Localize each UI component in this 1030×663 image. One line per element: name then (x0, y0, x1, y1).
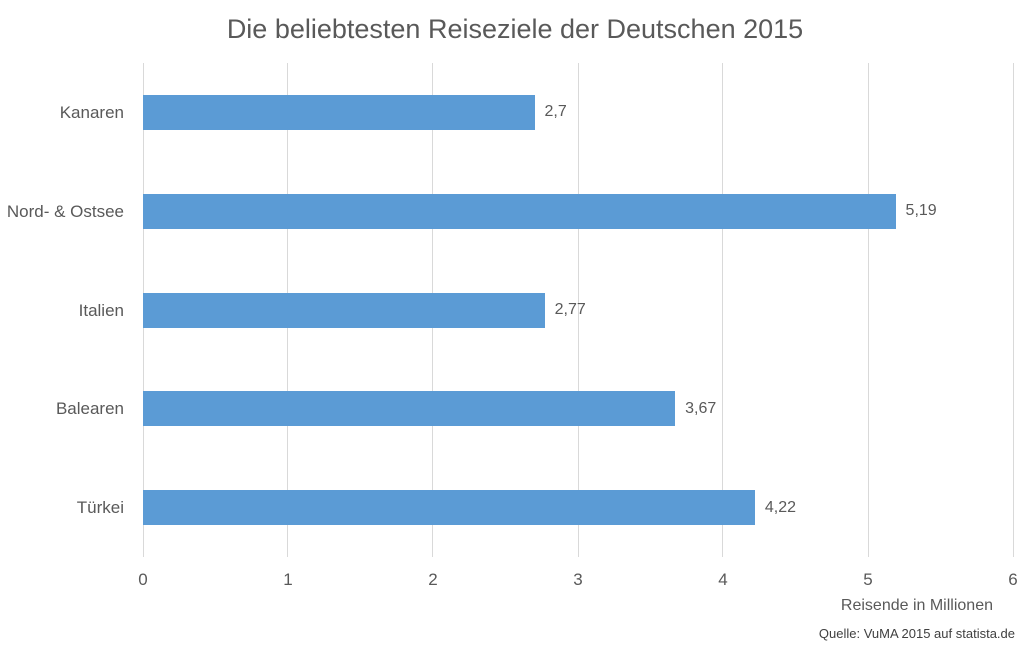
x-tick-label: 1 (283, 570, 293, 589)
x-tick-label: 6 (1008, 570, 1018, 589)
gridline (1012, 63, 1014, 557)
bar-row: 3,67 (143, 391, 1013, 427)
chart-title: Die beliebtesten Reiseziele der Deutsche… (226, 14, 804, 44)
x-axis-label: Reisende in Millionen (840, 597, 993, 614)
value-label: 5,19 (905, 202, 937, 220)
bar (143, 292, 545, 328)
bar (143, 391, 676, 427)
value-label: 3,67 (685, 399, 717, 417)
category-label: Italien (78, 300, 124, 320)
value-label: 2,7 (544, 103, 567, 121)
bar (143, 94, 535, 130)
category-label: Türkei (76, 498, 124, 518)
plot-area: Kanaren 2,7 Nord- & Ostsee 5,19 Italien 2,77 B… (7, 63, 1014, 557)
bar (143, 490, 755, 526)
category-label: Nord- & Ostsee (6, 201, 124, 221)
value-label: 4,22 (764, 498, 797, 516)
x-tick-label: 3 (573, 570, 583, 589)
x-tick-label: 4 (718, 570, 728, 589)
category-label: Kanaren (59, 102, 124, 122)
x-tick-label: 0 (138, 570, 148, 589)
x-tick-label: 5 (863, 570, 873, 589)
category-label: Balearen (55, 399, 124, 419)
gridline (867, 63, 869, 557)
value-label: 2,77 (554, 301, 586, 318)
gridline (577, 63, 579, 557)
x-axis: 0 1 2 3 4 5 6 (138, 570, 1017, 592)
bar-row: 4,22 (143, 490, 1013, 526)
x-tick-label: 2 (428, 570, 438, 589)
bar-row: 5,19 (143, 193, 1013, 229)
source-note: Quelle: VuMA 2015 auf statista.de (818, 626, 1015, 641)
bar-row: 2,77 (143, 292, 1013, 328)
bar (143, 193, 896, 229)
gridline (722, 63, 724, 557)
bar-row: 2,7 (143, 94, 1013, 130)
